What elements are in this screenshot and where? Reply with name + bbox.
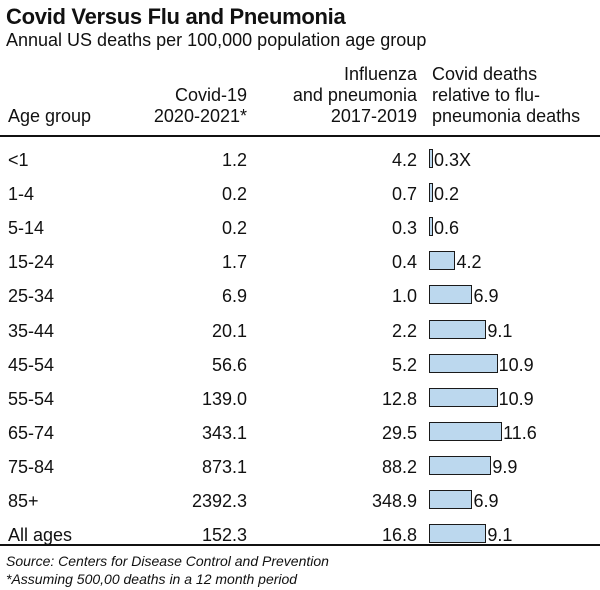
covid-rate-cell: 1.7 [221,252,247,273]
age-group-cell: All ages [8,525,73,546]
source-note: Source: Centers for Disease Control and … [6,553,329,569]
table-row: 65-74 343.1 29.5 11.6 [0,415,600,449]
table-row: 15-24 1.7 0.4 4.2 [0,244,600,278]
ratio-bar [429,455,492,475]
covid-rate-cell: 1.2 [221,150,247,170]
header-flu-line-2: and pneumonia [292,85,417,105]
flu-rate-cell: 4.2 [391,150,417,170]
ratio-bar [429,490,473,509]
ratio-label: 9.1 [487,320,513,341]
ratio-label: 0.3X [434,150,472,170]
flu-rate-cell: 88.2 [381,456,417,477]
ratio-label: 10.9 [498,354,534,375]
covid-rate-cell: 343.1 [201,422,247,443]
ratio-label: 9.1 [487,525,513,546]
ratio-bar [429,183,433,203]
header-ratio-line-2: relative to flu- [432,85,541,105]
footer-rule [0,544,600,546]
covid-rate-cell: 6.9 [221,286,247,307]
table-row: 1-4 0.2 0.7 0.2 [0,176,600,210]
covid-rate-cell: 2392.3 [191,491,247,511]
table-row: 35-44 20.1 2.2 9.1 [0,313,600,347]
flu-rate-cell: 0.7 [391,184,417,205]
header-rule [0,135,600,137]
header-age-group-label: Age group [8,106,92,126]
table-row: <1 1.2 4.2 0.3X [0,142,600,176]
header-flu-line-3: 2017-2019 [330,106,417,126]
table-row: 45-54 56.6 5.2 10.9 [0,347,600,381]
header-ratio-line-1: Covid deaths [432,64,538,84]
ratio-bar [429,319,487,339]
ratio-bar [429,421,503,441]
ratio-label: 0.6 [434,218,460,239]
table-row: 55-54 139.0 12.8 10.9 [0,381,600,415]
ratio-label: 10.9 [498,388,534,409]
age-group-cell: 75-84 [8,456,55,477]
flu-rate-cell: 0.4 [391,252,417,273]
age-group-cell: 25-34 [8,286,55,307]
table-row: 25-34 6.9 1.0 6.9 [0,278,600,312]
flu-rate-cell: 0.3 [391,218,417,239]
table-row: 85+ 2392.3 348.9 6.9 [0,483,600,517]
age-group-cell: 35-44 [8,320,55,341]
flu-rate-cell: 2.2 [391,320,417,341]
covid-rate-cell: 0.2 [221,218,247,239]
age-group-cell: <1 [8,150,29,170]
chart-title: Covid Versus Flu and Pneumonia [6,4,346,29]
age-group-cell: 15-24 [8,252,55,273]
flu-rate-cell: 29.5 [381,422,417,443]
ratio-bar [429,353,498,373]
age-group-cell: 1-4 [8,184,35,205]
age-group-cell: 45-54 [8,354,55,375]
flu-rate-cell: 348.9 [371,491,417,511]
ratio-label: 11.6 [503,422,537,443]
header-flu: Influenza and pneumonia 2017-2019 [293,64,417,127]
table-row: 75-84 873.1 88.2 9.9 [0,449,600,483]
ratio-bar [429,149,433,168]
assumption-note: *Assuming 500,00 deaths in a 12 month pe… [6,571,298,587]
chart-subtitle: Annual US deaths per 100,000 population … [6,30,427,50]
header-covid-line-2: 2020-2021* [153,106,247,126]
age-group-cell: 85+ [8,491,39,511]
covid-rate-cell: 20.1 [211,320,247,341]
table-row: 5-14 0.2 0.3 0.6 [0,210,600,244]
covid-rate-cell: 0.2 [221,184,247,205]
header-covid-line-1: Covid-19 [174,85,247,105]
ratio-bar [429,251,456,271]
ratio-bar [429,524,487,544]
flu-rate-cell: 16.8 [381,525,417,546]
header-ratio: Covid deaths relative to flu- pneumonia … [432,64,580,127]
ratio-bar [429,285,473,305]
ratio-bar [429,217,433,237]
header-covid: Covid-19 2020-2021* [154,85,247,127]
covid-rate-cell: 139.0 [201,388,247,409]
ratio-bar [429,387,498,407]
age-group-cell: 65-74 [8,422,55,443]
ratio-label: 6.9 [473,491,499,511]
covid-rate-cell: 873.1 [201,456,247,477]
age-group-cell: 55-54 [8,388,55,409]
covid-rate-cell: 56.6 [211,354,247,375]
ratio-label: 6.9 [473,286,499,307]
ratio-label: 4.2 [456,252,482,273]
ratio-label: 0.2 [434,184,460,205]
flu-rate-cell: 5.2 [391,354,417,375]
header-age-group: Age group [8,106,91,127]
header-flu-line-1: Influenza [343,64,417,84]
ratio-label: 9.9 [492,456,518,477]
age-group-cell: 5-14 [8,218,45,239]
header-ratio-line-3: pneumonia deaths [432,106,581,126]
flu-rate-cell: 12.8 [381,388,417,409]
table-row: All ages 152.3 16.8 9.1 [0,517,600,551]
covid-rate-cell: 152.3 [201,525,247,546]
flu-rate-cell: 1.0 [391,286,417,307]
